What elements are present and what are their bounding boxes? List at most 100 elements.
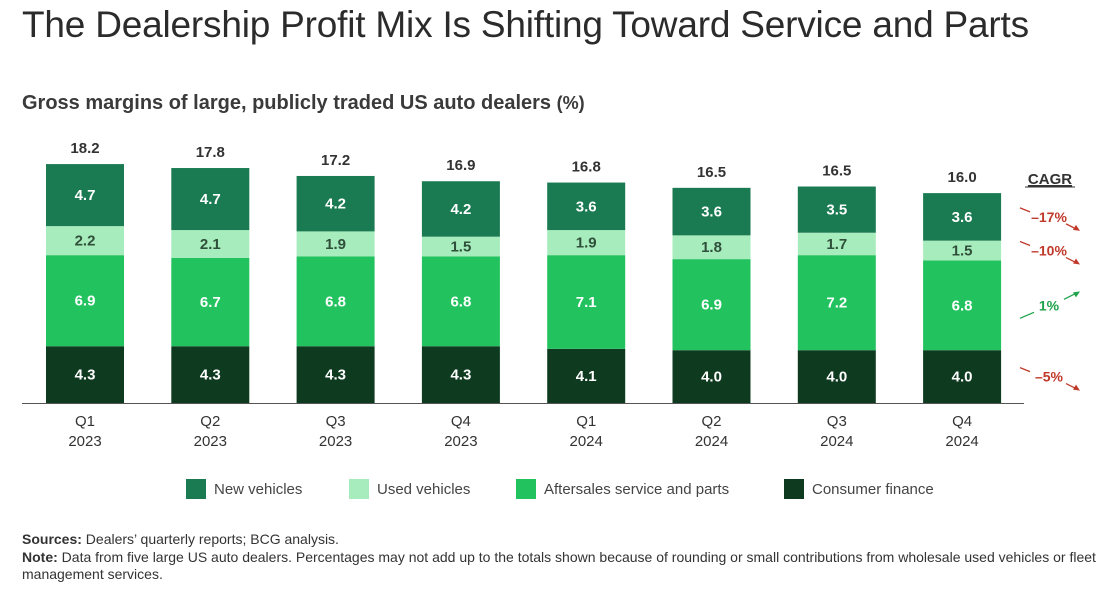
bar-segment-new-vehicles: [547, 182, 626, 231]
bar-segment-used-vehicles: [296, 231, 375, 257]
data-label-consumer-finance: 4.3: [325, 367, 346, 384]
legend-item-consumer-finance: Consumer finance: [784, 478, 934, 500]
bar-segment-used-vehicles: [797, 232, 876, 256]
x-tick-quarter: Q3: [326, 413, 346, 430]
x-tick-quarter: Q2: [200, 413, 220, 430]
cagr-indicator-new-vehicles: –17%: [1019, 207, 1080, 231]
data-label-consumer-finance: 4.1: [576, 368, 597, 385]
legend-swatch: [349, 479, 369, 499]
legend-swatch: [186, 479, 206, 499]
bar-segment-new-vehicles: [296, 175, 375, 232]
bar-segment-aftersales: [923, 260, 1002, 351]
data-label-used-vehicles: 1.5: [952, 243, 973, 260]
bar-segment-used-vehicles: [923, 240, 1002, 261]
bar-segment-new-vehicles: [923, 193, 1002, 241]
legend-label: Aftersales service and parts: [544, 480, 730, 498]
cagr-indicator-consumer-finance: –5%: [1019, 366, 1080, 391]
data-label-used-vehicles: 1.8: [701, 239, 722, 256]
data-label-consumer-finance: 4.3: [450, 367, 471, 384]
bar-total-label: 16.8: [572, 159, 601, 176]
bar-segment-new-vehicles: [46, 164, 124, 227]
bar-total-label: 16.9: [446, 157, 475, 174]
bar-segment-consumer-finance: [421, 346, 500, 403]
x-tick-quarter: Q4: [451, 413, 471, 430]
cagr-arrow-head: [1073, 384, 1080, 391]
note-text: Data from five large US auto dealers. Pe…: [22, 548, 1096, 583]
data-label-used-vehicles: 2.1: [200, 236, 221, 253]
legend-swatch: [784, 479, 804, 499]
bar-total-label: 17.2: [321, 152, 350, 169]
data-label-aftersales: 7.2: [826, 295, 847, 312]
stacked-bar-chart: 4.3 6.9 2.2 4.7 18.2 Q1 2023 4.3 6.7 2.1 4.7 17.8 Q2…: [22, 140, 1080, 450]
data-label-used-vehicles: 2.2: [75, 233, 96, 250]
bar-segment-consumer-finance: [797, 350, 876, 403]
data-label-aftersales: 6.9: [701, 297, 722, 314]
cagr-value: –10%: [1031, 243, 1067, 259]
bar-segment-new-vehicles: [797, 186, 876, 233]
x-tick-year: 2023: [68, 433, 101, 450]
cagr-indicator-aftersales: 1%: [1019, 291, 1080, 319]
data-label-consumer-finance: 4.3: [200, 367, 221, 384]
x-tick-quarter: Q1: [576, 413, 596, 430]
bar-total-label: 17.8: [196, 144, 225, 161]
bar-segment-aftersales: [797, 255, 876, 351]
x-tick-year: 2024: [695, 433, 728, 450]
data-label-new-vehicles: 3.6: [576, 198, 597, 215]
cagr-arrow-head: [1073, 291, 1080, 298]
bar-segment-used-vehicles: [547, 230, 626, 256]
data-label-used-vehicles: 1.9: [576, 235, 597, 252]
bar-segment-consumer-finance: [547, 348, 626, 403]
legend-swatch: [516, 479, 536, 499]
cagr-arrow-tail: [1019, 207, 1031, 213]
data-label-consumer-finance: 4.0: [826, 369, 847, 386]
cagr-arrow-head: [1073, 258, 1080, 265]
legend-label: New vehicles: [214, 480, 303, 498]
x-tick-year: 2023: [194, 433, 227, 450]
cagr-value: 1%: [1039, 297, 1060, 313]
bar-segment-used-vehicles: [46, 226, 124, 256]
bar-segment-consumer-finance: [672, 350, 751, 403]
bar-segment-used-vehicles: [421, 236, 500, 257]
data-label-new-vehicles: 3.6: [701, 204, 722, 221]
data-label-used-vehicles: 1.5: [450, 239, 471, 256]
cagr-value: –17%: [1031, 209, 1067, 225]
chart-legend: New vehicles Used vehicles Aftersales serv…: [0, 478, 1116, 502]
bar-segment-new-vehicles: [421, 181, 500, 237]
x-tick-year: 2023: [319, 433, 352, 450]
data-label-new-vehicles: 4.7: [75, 187, 96, 204]
bar-total-label: 16.0: [947, 169, 976, 186]
bar-segment-consumer-finance: [46, 346, 124, 403]
sources-text: Dealers’ quarterly reports; BCG analysis…: [81, 531, 339, 547]
sources-line: Sources: Dealers’ quarterly reports; BCG…: [22, 531, 1107, 549]
sources-label: Sources:: [22, 531, 82, 547]
data-label-new-vehicles: 3.6: [952, 209, 973, 226]
x-tick-quarter: Q1: [75, 413, 95, 430]
data-label-new-vehicles: 3.5: [826, 202, 847, 219]
bar-segment-consumer-finance: [296, 346, 375, 403]
legend-label: Used vehicles: [377, 480, 471, 498]
legend-item-new-vehicles: New vehicles: [186, 478, 302, 500]
x-tick-year: 2024: [820, 433, 853, 450]
data-label-consumer-finance: 4.3: [75, 367, 96, 384]
bar-segment-used-vehicles: [171, 230, 250, 258]
data-label-new-vehicles: 4.2: [450, 201, 471, 218]
chart-subtitle: Gross margins of large, publicly traded …: [22, 92, 585, 115]
bar-segment-aftersales: [672, 259, 751, 351]
data-label-aftersales: 6.7: [200, 294, 221, 311]
bar-total-label: 16.5: [822, 163, 851, 180]
bar-total-label: 18.2: [70, 140, 99, 157]
cagr-arrow-tail: [1019, 366, 1031, 373]
bar-segment-aftersales: [46, 255, 124, 347]
x-tick-quarter: Q4: [952, 413, 972, 430]
cagr-arrow-shaft: [1063, 292, 1077, 300]
bar-segment-aftersales: [547, 255, 626, 349]
note-label: Note:: [22, 548, 58, 565]
bar-segment-consumer-finance: [923, 350, 1002, 403]
x-tick-year: 2024: [570, 433, 603, 450]
data-label-consumer-finance: 4.0: [701, 369, 722, 386]
data-label-used-vehicles: 1.9: [325, 236, 346, 253]
bar-segment-aftersales: [296, 256, 375, 347]
data-label-aftersales: 6.8: [450, 293, 471, 310]
bar-total-label: 16.5: [697, 164, 726, 181]
bar-segment-used-vehicles: [672, 235, 751, 260]
